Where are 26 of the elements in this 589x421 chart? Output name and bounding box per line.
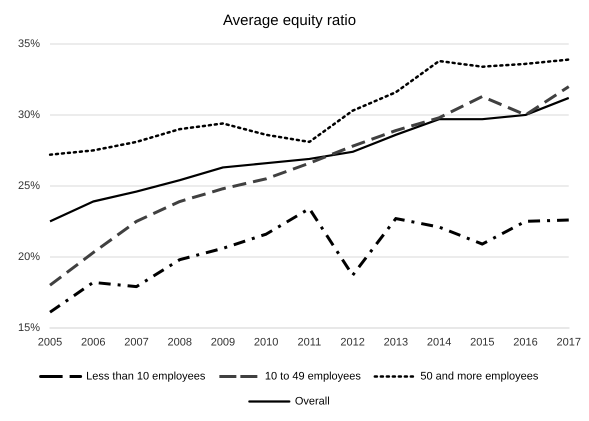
x-tick-label: 2006 — [81, 336, 106, 348]
y-tick-label: 35% — [18, 38, 40, 50]
x-tick-label: 2005 — [38, 336, 62, 348]
x-tick-label: 2011 — [298, 336, 322, 348]
x-tick-label: 2010 — [254, 336, 278, 348]
legend-label: Less than 10 employees — [86, 370, 206, 383]
line-series — [48, 85, 570, 287]
legend-label: Overall — [294, 396, 330, 408]
legend-label: 50 and more employees — [420, 370, 539, 383]
y-tick-label: 15% — [18, 322, 40, 334]
chart-title: Average equity ratio — [222, 12, 356, 30]
x-tick-label: 2013 — [384, 336, 408, 348]
legend-label: 10 to 49 employees — [264, 370, 362, 383]
x-tick-label: 2012 — [340, 336, 365, 348]
x-tick-label: 2009 — [210, 336, 236, 348]
x-tick-label: 2016 — [513, 336, 538, 348]
y-tick-label: 30% — [18, 108, 40, 121]
x-tick-label: 2014 — [426, 336, 452, 348]
y-tick-label: 20% — [18, 250, 40, 263]
line-series — [48, 58, 570, 156]
y-tick-label: 25% — [18, 180, 40, 192]
x-tick-label: 2017 — [556, 336, 582, 348]
x-tick-label: 2015 — [470, 336, 495, 348]
x-tick-label: 2008 — [167, 336, 192, 348]
line-series — [48, 207, 570, 314]
x-tick-label: 2007 — [124, 336, 149, 348]
